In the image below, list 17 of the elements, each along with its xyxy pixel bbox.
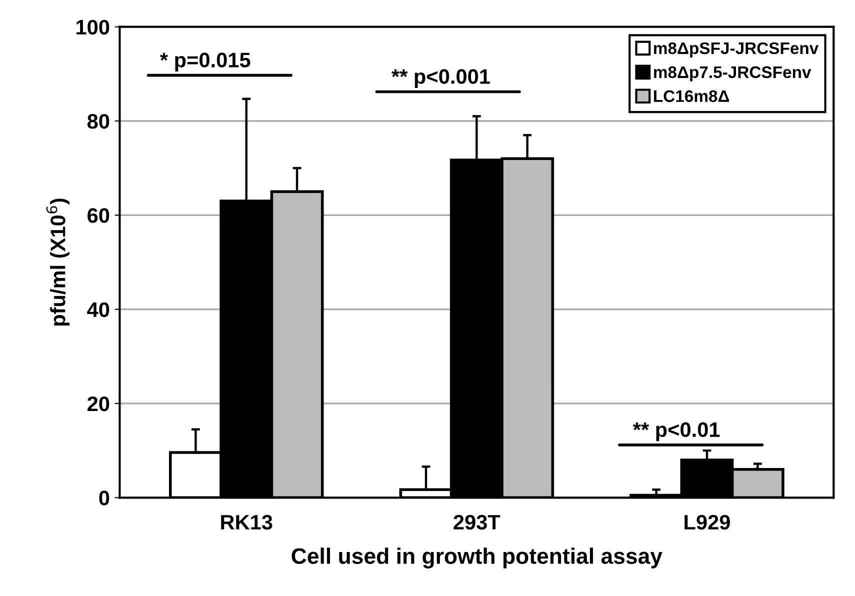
x-axis-title: Cell used in growth potential assay [292,548,662,568]
x-tick-label: 293T [454,514,500,530]
annotation: ** p<0.01 [632,422,720,442]
y-tick-label: 80 [87,114,110,129]
annotation: * p=0.015 [160,52,250,72]
legend-label: m8ΔpSFJ-JRCSFenv [654,42,819,58]
y-tick-label: 100 [76,20,110,35]
legend-label: LC16m8Δ [654,90,730,102]
annotation: ** p<0.001 [392,69,490,88]
y-tick-label: 20 [88,396,110,412]
y-tick-label: 60 [88,208,110,223]
x-tick-label: L929 [684,514,730,530]
x-tick-label: RK13 [221,514,272,530]
y-tick-label: 40 [87,302,110,318]
y-tick-label: 0 [99,490,110,506]
y-axis-title: pfu/ml (X10$^{6}$) [46,198,70,326]
legend-label: m8Δp7.5-JRCSFenv [654,66,812,82]
